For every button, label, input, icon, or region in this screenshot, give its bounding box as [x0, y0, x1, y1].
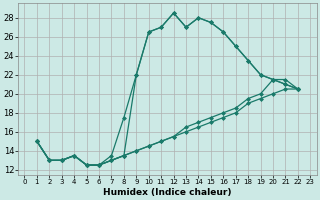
X-axis label: Humidex (Indice chaleur): Humidex (Indice chaleur) [103, 188, 232, 197]
